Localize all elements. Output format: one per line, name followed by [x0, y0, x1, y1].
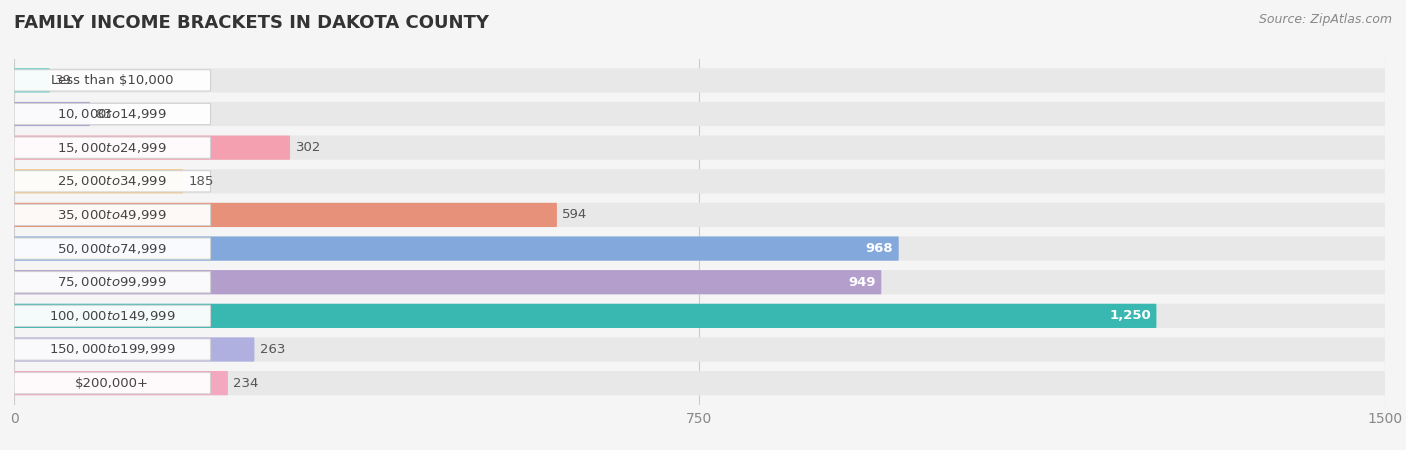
Text: 949: 949 — [848, 276, 876, 289]
FancyBboxPatch shape — [14, 305, 211, 327]
Text: Source: ZipAtlas.com: Source: ZipAtlas.com — [1258, 14, 1392, 27]
FancyBboxPatch shape — [14, 204, 211, 225]
FancyBboxPatch shape — [14, 135, 1385, 160]
Text: FAMILY INCOME BRACKETS IN DAKOTA COUNTY: FAMILY INCOME BRACKETS IN DAKOTA COUNTY — [14, 14, 489, 32]
Text: $75,000 to $99,999: $75,000 to $99,999 — [58, 275, 167, 289]
FancyBboxPatch shape — [14, 203, 1385, 227]
Text: $150,000 to $199,999: $150,000 to $199,999 — [49, 342, 176, 356]
FancyBboxPatch shape — [14, 169, 1385, 194]
FancyBboxPatch shape — [14, 304, 1385, 328]
FancyBboxPatch shape — [14, 169, 183, 194]
FancyBboxPatch shape — [14, 339, 211, 360]
FancyBboxPatch shape — [14, 304, 1156, 328]
FancyBboxPatch shape — [14, 371, 1385, 395]
FancyBboxPatch shape — [14, 236, 898, 261]
FancyBboxPatch shape — [14, 68, 49, 93]
Text: $10,000 to $14,999: $10,000 to $14,999 — [58, 107, 167, 121]
Text: 234: 234 — [233, 377, 259, 390]
Text: $15,000 to $24,999: $15,000 to $24,999 — [58, 141, 167, 155]
FancyBboxPatch shape — [14, 270, 1385, 294]
FancyBboxPatch shape — [14, 70, 211, 91]
Text: $25,000 to $34,999: $25,000 to $34,999 — [58, 174, 167, 188]
FancyBboxPatch shape — [14, 238, 211, 259]
Text: 185: 185 — [188, 175, 214, 188]
Text: 302: 302 — [295, 141, 321, 154]
FancyBboxPatch shape — [14, 137, 211, 158]
Text: 83: 83 — [96, 108, 112, 121]
Text: Less than $10,000: Less than $10,000 — [51, 74, 173, 87]
Text: 39: 39 — [55, 74, 72, 87]
FancyBboxPatch shape — [14, 102, 90, 126]
FancyBboxPatch shape — [14, 373, 211, 394]
Text: $35,000 to $49,999: $35,000 to $49,999 — [58, 208, 167, 222]
FancyBboxPatch shape — [14, 171, 211, 192]
FancyBboxPatch shape — [14, 338, 1385, 362]
FancyBboxPatch shape — [14, 338, 254, 362]
FancyBboxPatch shape — [14, 271, 211, 293]
Text: 594: 594 — [562, 208, 588, 221]
FancyBboxPatch shape — [14, 203, 557, 227]
Text: 263: 263 — [260, 343, 285, 356]
FancyBboxPatch shape — [14, 102, 1385, 126]
FancyBboxPatch shape — [14, 68, 1385, 93]
Text: $50,000 to $74,999: $50,000 to $74,999 — [58, 242, 167, 256]
FancyBboxPatch shape — [14, 104, 211, 125]
FancyBboxPatch shape — [14, 236, 1385, 261]
Text: 968: 968 — [866, 242, 893, 255]
FancyBboxPatch shape — [14, 135, 290, 160]
Text: $100,000 to $149,999: $100,000 to $149,999 — [49, 309, 176, 323]
Text: 1,250: 1,250 — [1109, 309, 1152, 322]
FancyBboxPatch shape — [14, 371, 228, 395]
FancyBboxPatch shape — [14, 270, 882, 294]
Text: $200,000+: $200,000+ — [76, 377, 149, 390]
